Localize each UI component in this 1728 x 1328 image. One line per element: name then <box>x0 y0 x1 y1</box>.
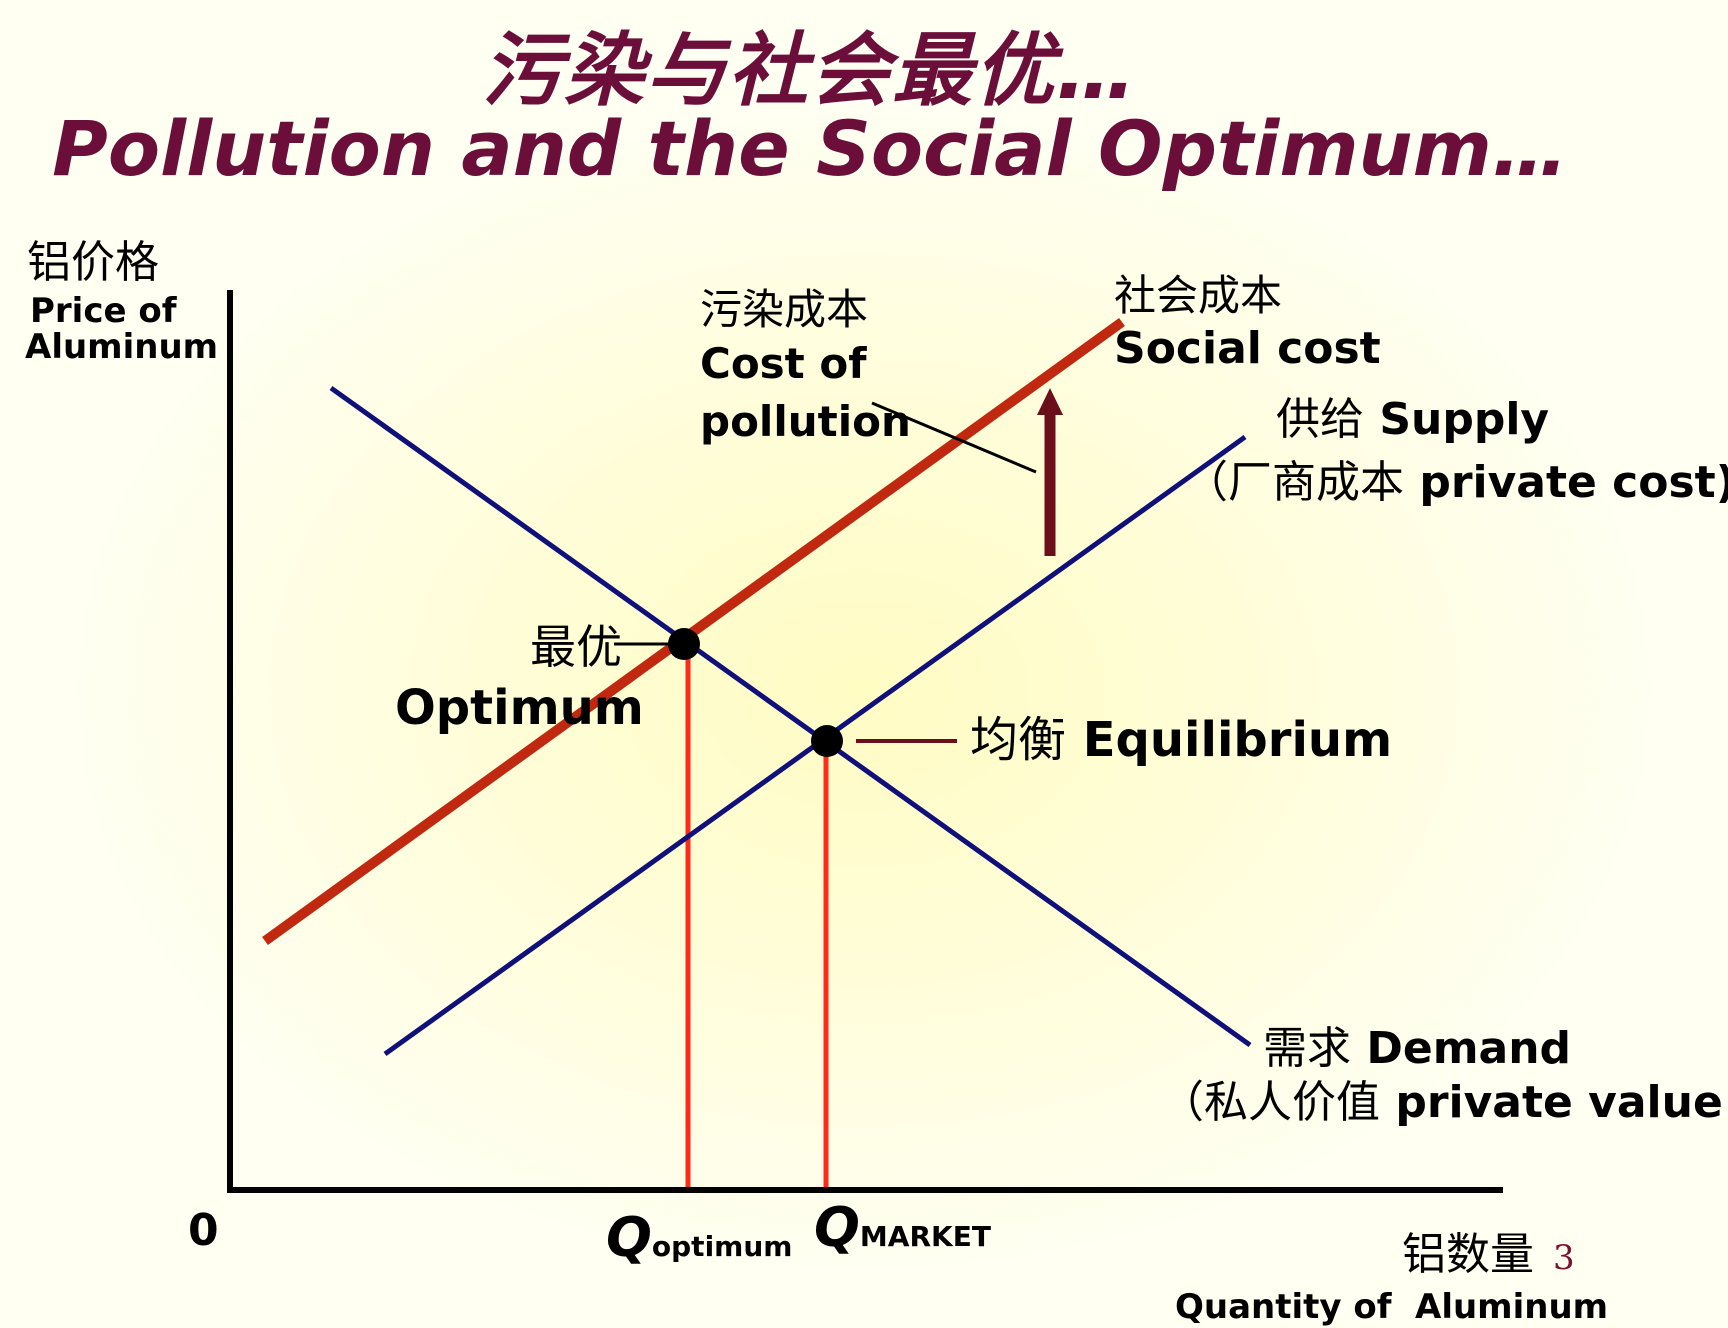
y-axis-label-cn: 铝价格 <box>27 237 159 288</box>
equilibrium-label-cn: 均衡 <box>970 712 1067 768</box>
x-axis-label-en-line2: Aluminum <box>1415 1287 1609 1327</box>
equilibrium-label: 均衡 Equilibrium <box>970 712 1393 768</box>
supply-label-en: Supply <box>1379 394 1550 445</box>
equilibrium-point <box>811 725 843 757</box>
q-market-letter: Q <box>814 1196 860 1259</box>
demand-curve <box>329 385 1252 1048</box>
q-optimum-letter: Q <box>606 1206 652 1269</box>
pollution-cost-label-cn: 污染成本 <box>700 285 869 334</box>
q-market-subscript: MARKET <box>859 1220 991 1253</box>
pollution-pointer-line <box>871 401 1037 474</box>
q-market-label: QMARKET <box>814 1196 991 1259</box>
supply-label-cn: 供给 <box>1276 394 1364 445</box>
y-axis-label-en-line1: Price of <box>30 291 177 331</box>
demand-note: （私人价值 private value <box>1160 1078 1723 1127</box>
y-axis-label-en-line2: Aluminum <box>25 327 219 367</box>
demand-label-en: Demand <box>1366 1023 1572 1074</box>
pollution-cost-label-en-line2: pollution <box>700 397 911 446</box>
q-optimum-label: Qoptimum <box>606 1206 793 1269</box>
slide-title-english: Pollution and the Social Optimum… <box>52 104 1568 193</box>
supply-note-en: private cost) <box>1419 457 1728 508</box>
supply-label: 供给 Supply <box>1276 395 1549 444</box>
pollution-cost-label-en-line1: Cost of <box>700 339 867 388</box>
slide-title-chinese: 污染与社会最优… <box>482 24 1138 117</box>
optimum-label-en: Optimum <box>395 680 644 736</box>
x-axis-label-en-line1: Quantity of <box>1175 1287 1392 1327</box>
equilibrium-label-en: Equilibrium <box>1082 712 1393 768</box>
demand-label: 需求 Demand <box>1263 1024 1571 1073</box>
demand-note-cn: （私人价值 <box>1160 1077 1380 1128</box>
optimum-point <box>668 628 700 660</box>
demand-label-cn: 需求 <box>1263 1023 1351 1074</box>
optimum-label-cn: 最优 <box>530 620 622 674</box>
x-axis-label-cn: 铝数量 <box>1402 1229 1534 1280</box>
supply-note-cn: （厂商成本 <box>1184 457 1404 508</box>
page-number: 3 <box>1553 1238 1575 1278</box>
origin-label: 0 <box>188 1205 219 1256</box>
q-optimum-subscript: optimum <box>651 1230 793 1263</box>
demand-note-en: private value <box>1395 1077 1723 1128</box>
social-cost-label-cn: 社会成本 <box>1114 271 1283 320</box>
social-cost-label-en: Social cost <box>1114 323 1381 374</box>
supply-note: （厂商成本 private cost) <box>1184 458 1728 507</box>
pollution-arrow-head <box>1037 388 1063 415</box>
